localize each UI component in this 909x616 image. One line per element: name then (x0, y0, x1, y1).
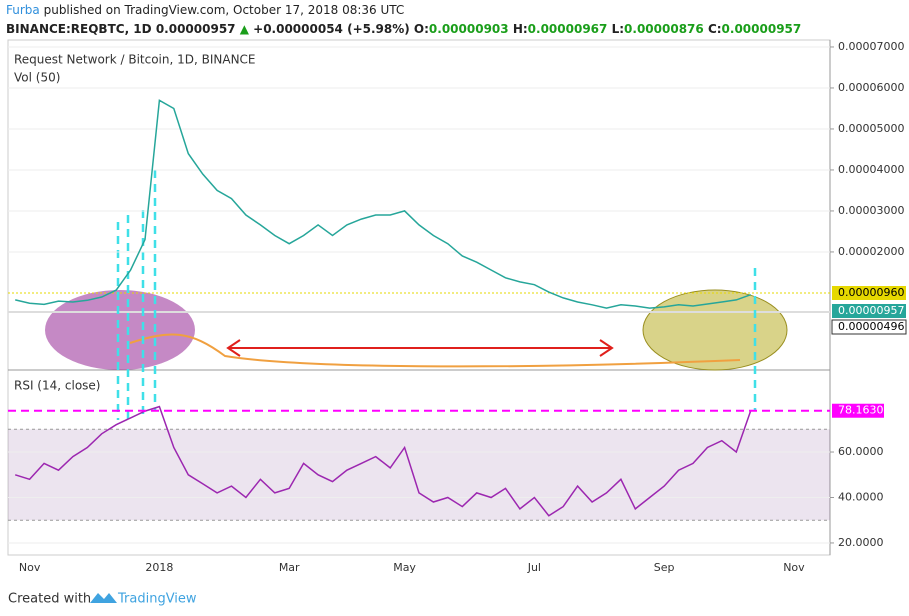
price-label-box (832, 304, 906, 318)
series-line (14, 405, 752, 517)
volume-title: Vol (50) (14, 71, 60, 85)
footer-created: Created with (8, 592, 91, 607)
y-tick-label: 0.00006000 (838, 81, 904, 94)
change: +0.00000054 (+5.98%) (253, 22, 410, 36)
chart: Request Network / Bitcoin, 1D, BINANCE V… (7, 39, 907, 607)
c-label: C: (707, 22, 722, 36)
x-tick-label: 2018 (145, 561, 173, 574)
author[interactable]: Furba (6, 3, 40, 17)
price-label-box (832, 286, 906, 300)
footer-brand[interactable]: TradingView (117, 592, 197, 607)
published: published on TradingView.com, October 17… (43, 3, 405, 17)
header-line-1: Furba published on TradingView.com, Octo… (6, 3, 404, 17)
arrow-heads (226, 339, 614, 357)
rsi-band (8, 429, 830, 521)
x-tick-label: May (393, 561, 416, 574)
h-label: H: (512, 22, 528, 36)
x-tick-label: Nov (783, 561, 805, 574)
volume-ma (129, 333, 741, 368)
y-tick-label: 20.0000 (838, 536, 884, 549)
l-label: L: (611, 22, 625, 36)
price-label: 0.00000957 (838, 304, 904, 317)
x-tick-label: Nov (19, 561, 41, 574)
y-tick-label: 0.00002000 (838, 245, 904, 258)
x-tick-label: Sep (654, 561, 675, 574)
x-tick-label: Jul (527, 561, 541, 574)
series-line (15, 99, 751, 309)
price-label-box (831, 319, 907, 335)
l: 0.00000876 (624, 22, 704, 36)
x-tick-label: Mar (279, 561, 300, 574)
y-tick-label: 60.0000 (838, 445, 884, 458)
last: 0.00000957 (155, 22, 236, 36)
value-label-box (832, 403, 884, 418)
highlight-ellipse (642, 289, 788, 371)
header-line-2: BINANCE:REQBTC, 1D 0.00000957 ▲ +0.00000… (6, 22, 801, 36)
price-title: Request Network / Bitcoin, 1D, BINANCE (14, 53, 256, 67)
value-label: 78.1630 (838, 404, 884, 417)
h: 0.00000967 (527, 22, 608, 36)
y-tick-label: 40.0000 (838, 490, 884, 503)
price-label: 0.00000496 (838, 320, 904, 333)
o: 0.00000903 (428, 22, 509, 36)
price-label: 0.00000960 (838, 286, 904, 299)
o-label: O: (413, 22, 429, 36)
rsi-title: RSI (14, close) (14, 379, 100, 393)
c: 0.00000957 (721, 22, 802, 36)
y-tick-label: 0.00005000 (838, 122, 904, 135)
y-tick-label: 0.00003000 (838, 204, 904, 217)
logo (90, 593, 117, 603)
highlight-ellipse (45, 290, 195, 370)
y-tick-label: 0.00007000 (838, 40, 904, 53)
arrow: ▲ (239, 22, 249, 36)
symbol: BINANCE:REQBTC, 1D (6, 22, 152, 36)
y-tick-label: 0.00004000 (838, 163, 904, 176)
